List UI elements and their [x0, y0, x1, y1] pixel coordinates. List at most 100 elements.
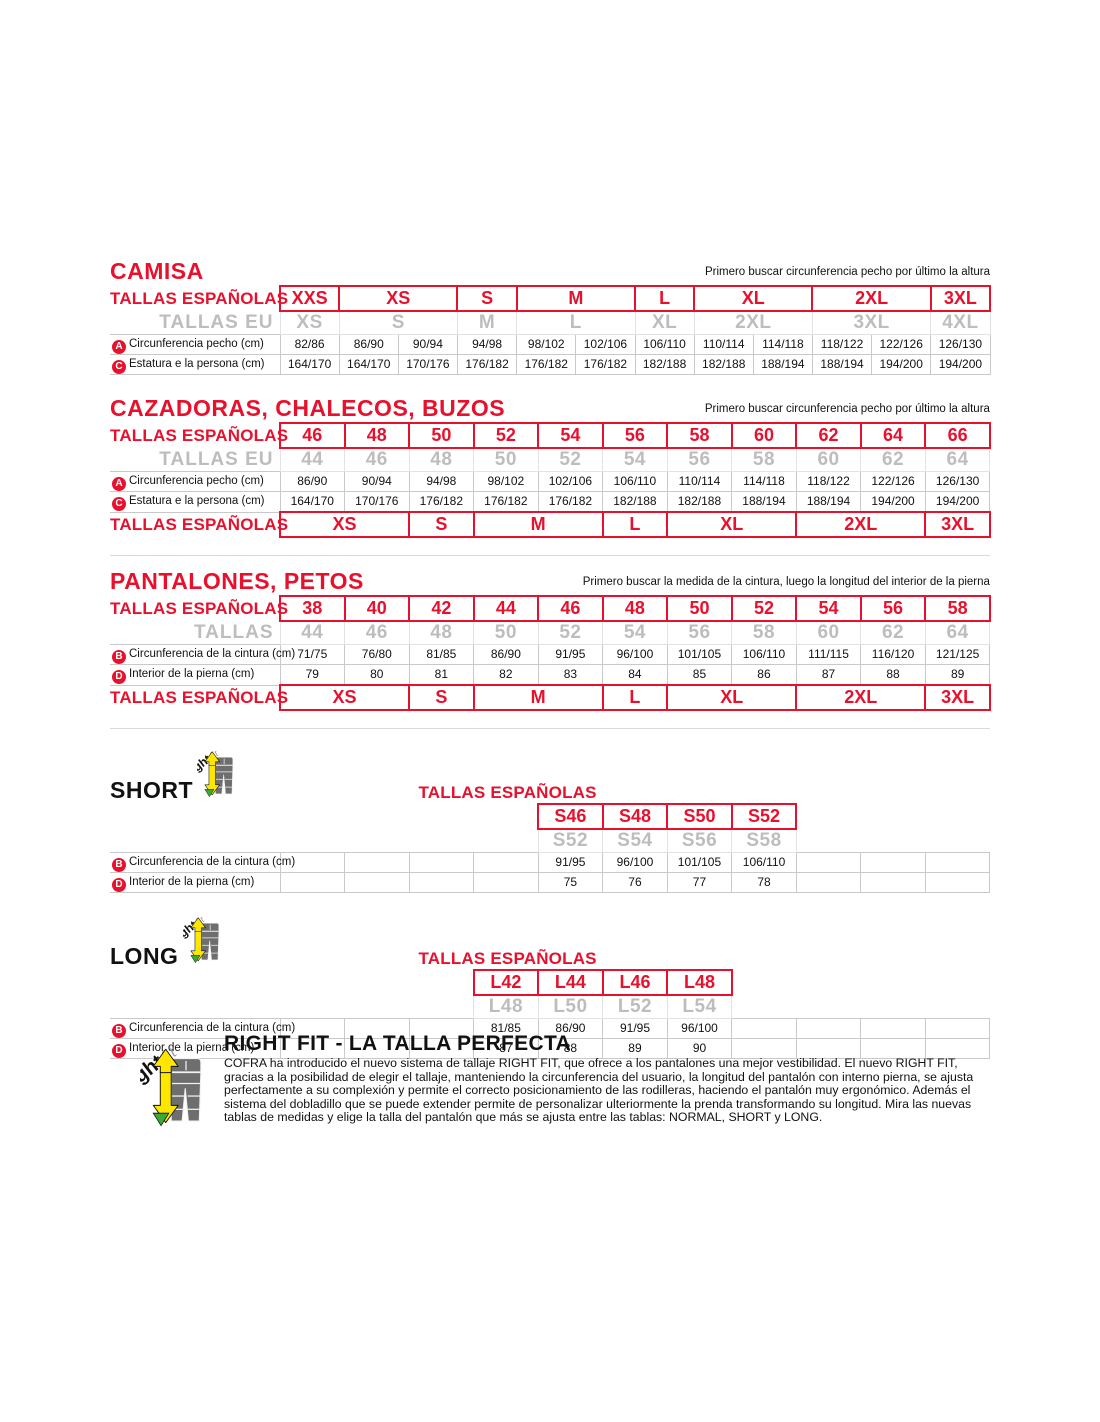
size-esp-cazadoras-1: 48 [343, 422, 411, 449]
measure-value-camisa-0-2: 90/94 [397, 334, 458, 355]
measure-value-pantalones-0-4: 91/95 [537, 644, 604, 665]
row-label-cazadoras-0: A Circunferencia pecho (cm) [110, 471, 280, 492]
size-eu-camisa-1: S [338, 311, 458, 335]
size-esp-cazadoras-3: 52 [472, 422, 540, 449]
camisa-table: CAMISA Primero buscar circunferencia pec… [110, 258, 992, 375]
measure-value-long-0-0: 81/85 [473, 1018, 539, 1039]
table-row: B Circunferencia de la cintura (cm) 71/75 7… [110, 644, 991, 665]
size-esp-cazadoras-8: 62 [795, 422, 862, 449]
rightfit-logo-icon: rightfit [119, 1042, 202, 1127]
row-label-pantalones-0: B Circunferencia de la cintura (cm) [110, 644, 295, 665]
bottom-esp-label-cazadoras: TALLAS ESPAÑOLAS [110, 514, 289, 534]
bottom-size-cazadoras-2: M [472, 511, 604, 538]
measure-value-empty [473, 872, 539, 893]
measure-value-long-1-0: 87 [473, 1038, 539, 1059]
size-esp-camisa-2: S [456, 285, 518, 312]
measure-badge-d-icon: D [112, 670, 126, 685]
size-eu-pantalones-5: 54 [602, 621, 668, 645]
size-esp-camisa-1: XS [338, 285, 459, 312]
measure-value-pantalones-0-5: 96/100 [602, 644, 668, 665]
pantalones-esp-label: TALLAS ESPAÑOLAS [110, 598, 289, 618]
measure-value-pantalones-0-8: 111/115 [795, 644, 862, 665]
size-eu-cazadoras-1: 46 [344, 448, 410, 472]
size-esp-pantalones-0: 38 [279, 595, 346, 622]
row-label-camisa-1: C Estatura e la persona (cm) [110, 354, 280, 375]
measure-value-camisa-0-4: 98/102 [516, 334, 577, 355]
bottom-size-cazadoras-0: XS [278, 511, 411, 538]
spacer [110, 893, 990, 909]
measure-value-empty [924, 1018, 991, 1039]
measure-value-pantalones-0-1: 76/80 [344, 644, 410, 665]
measure-value-pantalones-1-4: 83 [537, 664, 604, 686]
measure-value-camisa-0-9: 118/122 [811, 334, 873, 355]
measure-badge-d-icon: D [112, 1044, 126, 1058]
cazadoras-esp-row: TALLAS ESPAÑOLAS 46 48 50 52 54 56 58 60 62 64 66 [110, 422, 991, 449]
camisa-title: CAMISA [110, 258, 204, 284]
size-eu-cazadoras-7: 58 [731, 448, 797, 472]
measure-value-camisa-0-11: 126/130 [930, 334, 991, 355]
bottom-size-pantalones-1: S [408, 684, 475, 711]
measure-value-long-1-2: 89 [602, 1038, 668, 1059]
pantalones-table: PANTALONES, PETOS Primero buscar la medi… [110, 568, 991, 711]
bottom-size-pantalones-0: XS [278, 684, 411, 711]
long-fit-label: LONG [110, 943, 179, 969]
rightfit-logo-icon: rightfit [183, 914, 220, 964]
measure-value-long-1-1: 88 [537, 1038, 604, 1059]
measure-value-camisa-0-7: 110/114 [693, 334, 754, 355]
measure-badge-d-icon: D [112, 878, 126, 892]
measure-value-empty [860, 852, 926, 873]
camisa-eu-label: TALLAS EU [159, 311, 274, 333]
table-row: A Circunferencia pecho (cm) 82/86 86/90 90/9… [110, 334, 991, 355]
size-esp-pantalones-4: 46 [537, 595, 604, 622]
measure-value-empty [860, 872, 926, 893]
size-esp-pantalones-8: 54 [795, 595, 862, 622]
cazadoras-eu-row: TALLAS EU 44 46 48 50 52 54 56 58 60 62 64 [110, 448, 991, 472]
row-label-text: Circunferencia de la cintura (cm) [129, 856, 296, 868]
measure-value-camisa-1-6: 182/188 [634, 354, 695, 375]
measure-value-cazadoras-1-2: 176/182 [408, 491, 475, 513]
measure-value-camisa-0-1: 86/90 [338, 334, 399, 355]
measure-value-pantalones-0-6: 101/105 [666, 644, 733, 665]
measure-value-camisa-0-5: 102/106 [575, 334, 636, 355]
size-esp-short-1: S48 [601, 803, 669, 830]
size-esp-long-3: L48 [666, 969, 733, 996]
measure-value-cazadoras-1-10: 194/200 [924, 491, 991, 513]
size-eu-cazadoras-9: 62 [860, 448, 926, 472]
measure-value-pantalones-1-8: 87 [795, 664, 862, 686]
bottom-esp-label-pantalones: TALLAS ESPAÑOLAS [110, 687, 289, 707]
measure-value-cazadoras-0-1: 90/94 [344, 471, 410, 492]
cazadoras-title-row: CAZADORAS, CHALECOS, BUZOS Primero busca… [110, 395, 990, 423]
measure-value-cazadoras-0-7: 114/118 [731, 471, 797, 492]
camisa-esp-label: TALLAS ESPAÑOLAS [110, 288, 289, 308]
size-esp-cazadoras-10: 66 [924, 422, 991, 449]
size-esp-pantalones-6: 50 [666, 595, 733, 622]
bottom-size-cazadoras-1: S [408, 511, 475, 538]
measure-value-empty [408, 852, 475, 873]
bottom-size-cazadoras-4: XL [666, 511, 798, 538]
measure-value-empty [924, 852, 991, 873]
size-eu-camisa-4: XL [634, 311, 695, 335]
size-esp-cazadoras-2: 50 [408, 422, 475, 449]
long-logo-row: LONG rightfit TALLAS ESPAÑOLAS [110, 909, 990, 970]
size-eu-short-2: S56 [666, 829, 733, 853]
measure-value-short-1-2: 77 [666, 872, 733, 893]
size-eu-short-1: S54 [602, 829, 668, 853]
size-eu-pantalones-10: 64 [924, 621, 991, 645]
pantalones-title-row: PANTALONES, PETOS Primero buscar la medi… [110, 568, 990, 596]
footer-title: RIGHT FIT - LA TALLA PERFECTA [224, 1032, 571, 1055]
short-logo-row: SHORT rightfit TALLAS ESPAÑOLAS [110, 743, 990, 804]
pantalones-hint: Primero buscar la medida de la cintura, … [582, 575, 990, 588]
size-esp-pantalones-3: 44 [472, 595, 540, 622]
rightfit-logo-icon: rightfit [183, 909, 229, 965]
measure-value-empty [795, 852, 862, 873]
measure-badge-c-icon: C [112, 360, 126, 374]
size-eu-camisa-6: 3XL [811, 311, 932, 335]
size-eu-long-3: L54 [666, 995, 733, 1019]
row-label-text: Estatura e la persona (cm) [129, 358, 265, 370]
measure-value-cazadoras-0-0: 86/90 [279, 471, 346, 492]
table-row: C Estatura e la persona (cm) 164/170 164/17… [110, 354, 991, 375]
bottom-size-pantalones-3: L [601, 684, 669, 711]
size-eu-cazadoras-10: 64 [924, 448, 991, 472]
size-esp-camisa-5: XL [693, 285, 814, 312]
